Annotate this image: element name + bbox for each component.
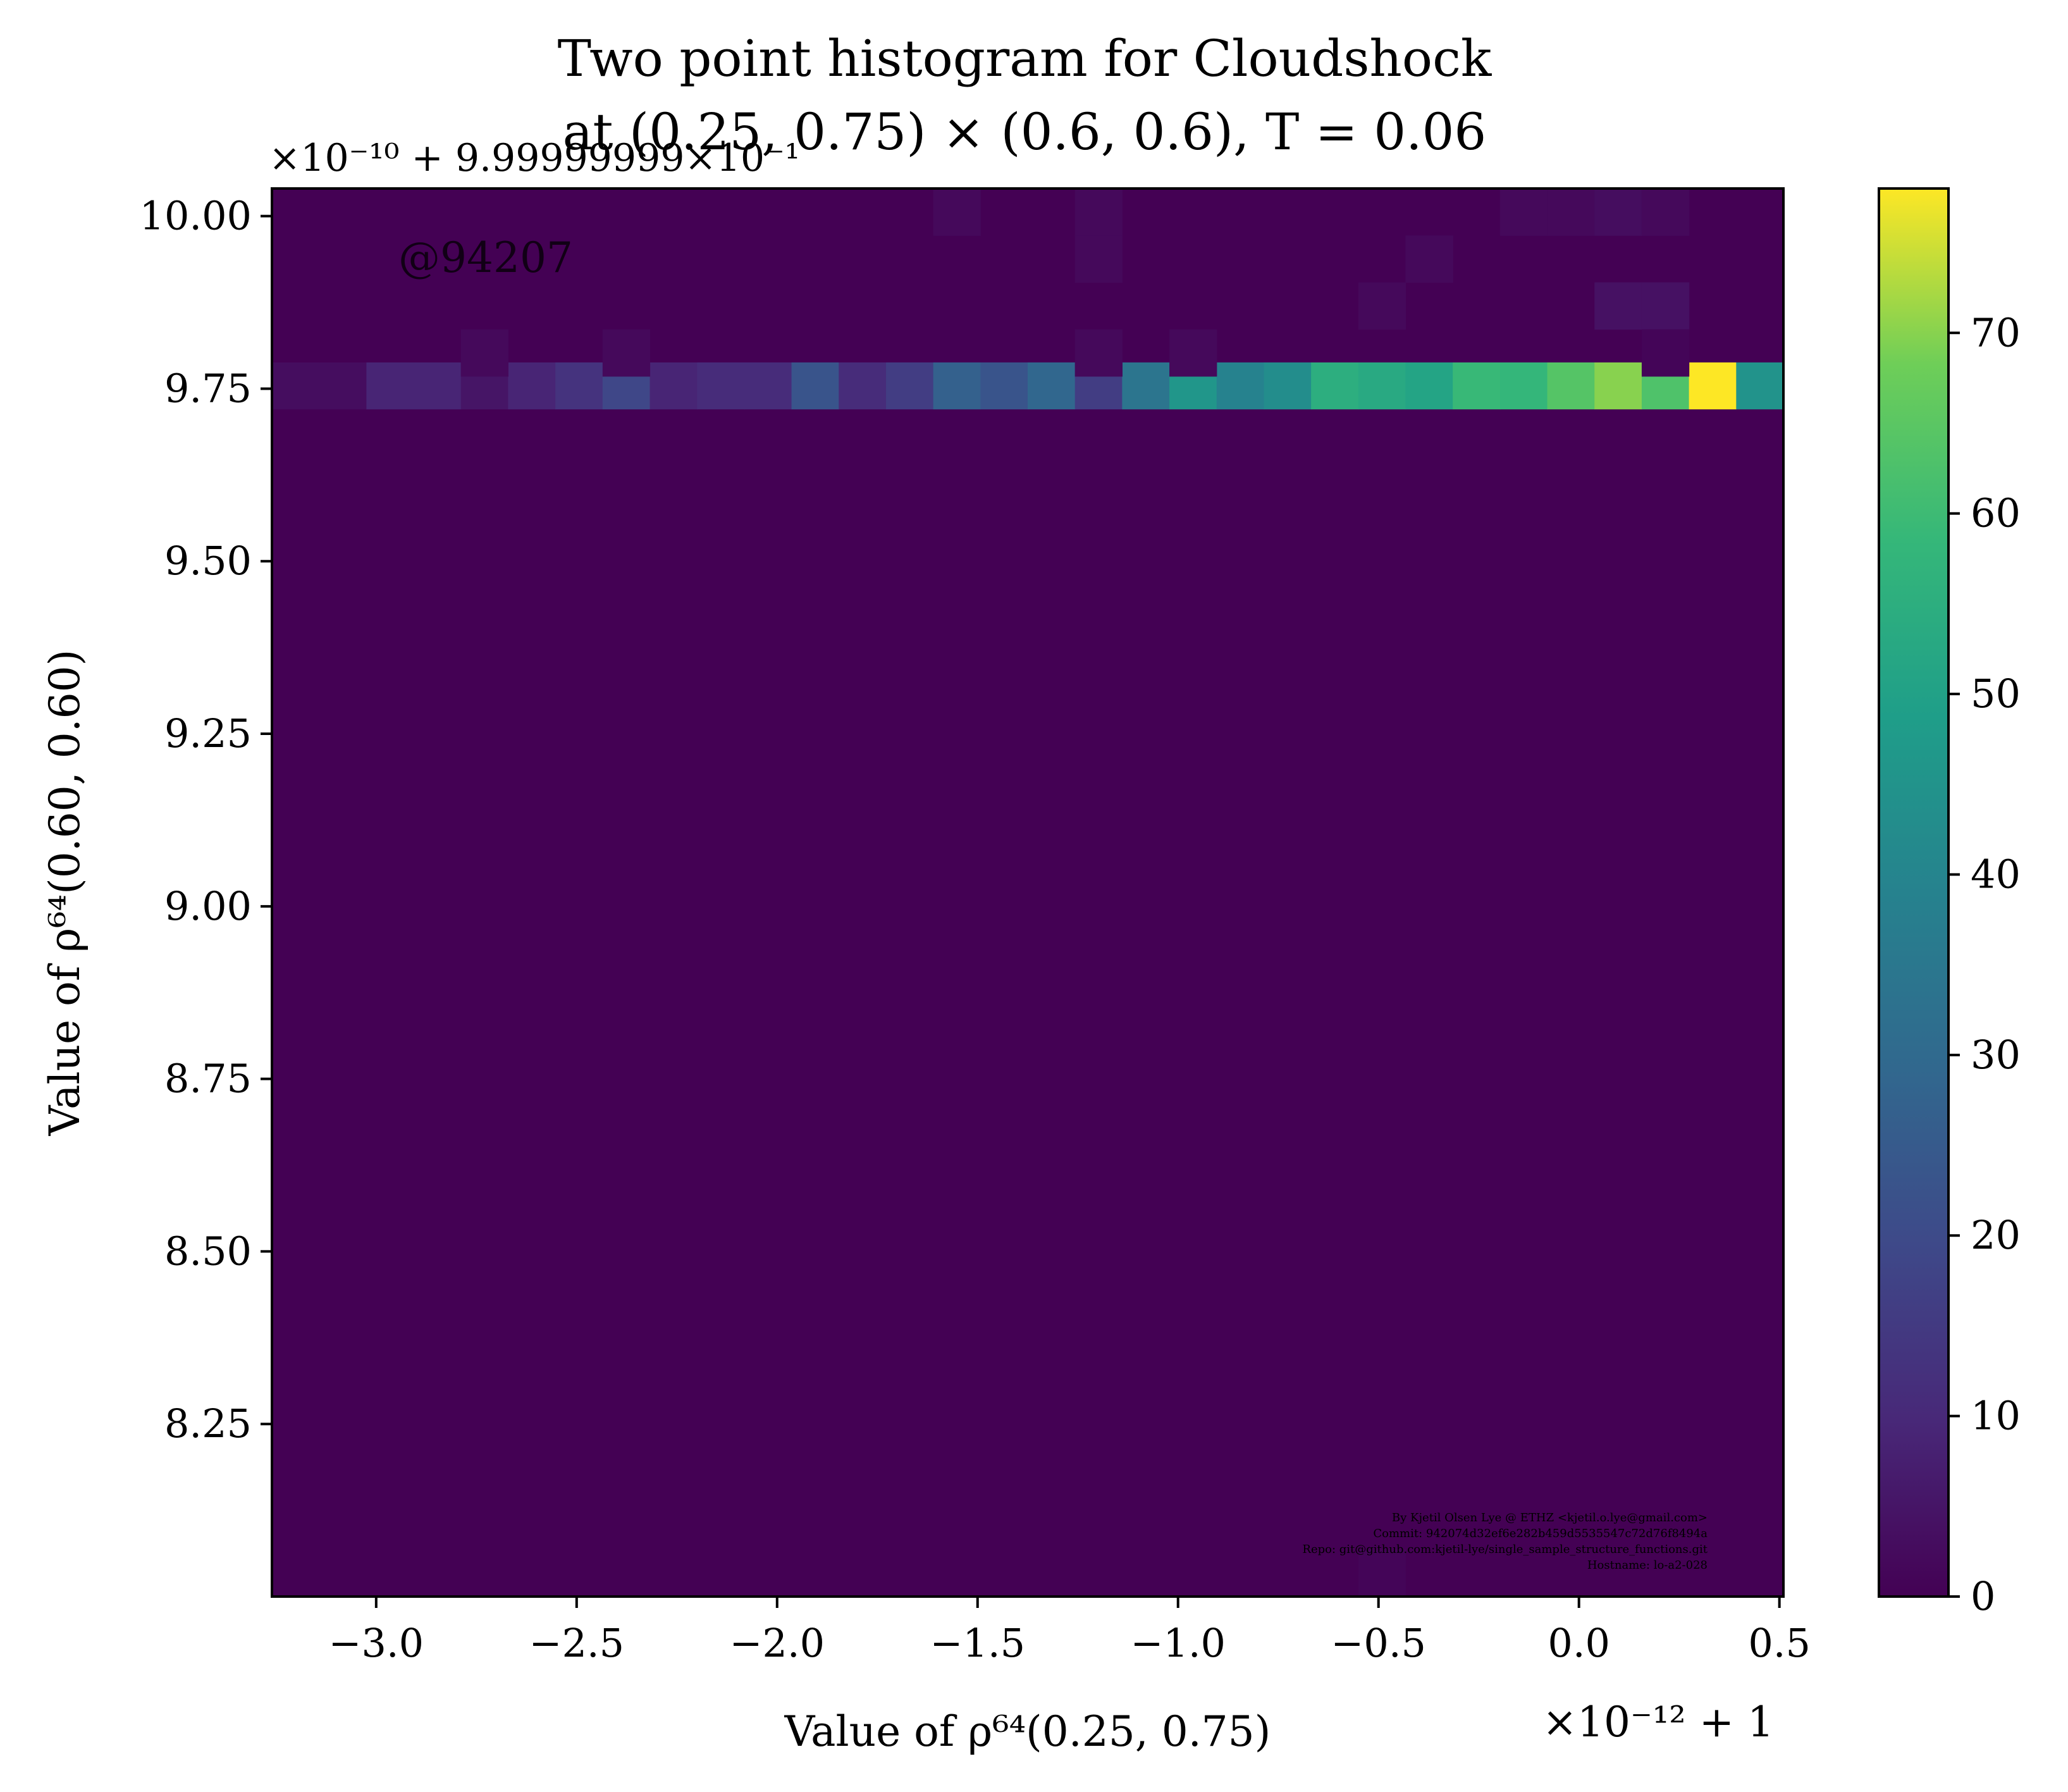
credit-line: Hostname: lo-a2-028 [1587, 1559, 1708, 1572]
histogram-cell [1405, 362, 1453, 410]
histogram-cell [980, 362, 1028, 410]
histogram-cell [1311, 362, 1359, 410]
colorbar-tick-label: 60 [1971, 490, 2021, 536]
credits-block: By Kjetil Olsen Lye @ ETHZ <kjetil.o.lye… [1302, 1511, 1708, 1572]
histogram-cell [1358, 362, 1406, 410]
x-tick-label: −3.0 [329, 1620, 424, 1666]
colorbar: 0 10 20 30 40 50 60 70 [1878, 187, 2021, 1619]
y-axis: 8.25 8.50 8.75 9.00 9.25 9.50 9.75 10.00 [140, 193, 272, 1447]
histogram-cell [1547, 362, 1595, 410]
histogram-cell [1499, 362, 1548, 410]
histogram-cell [414, 362, 462, 410]
histogram-cell [272, 362, 320, 410]
histogram-cells [272, 188, 1784, 1597]
colorbar-gradient [1878, 187, 1950, 1598]
histogram-cell [1264, 362, 1312, 410]
histogram-cell [1594, 362, 1642, 410]
y-tick-label: 8.50 [164, 1228, 252, 1274]
histogram-cell [1169, 329, 1217, 377]
histogram-cell [460, 329, 509, 377]
histogram-cell [1405, 235, 1453, 283]
histogram-cell [1594, 282, 1642, 330]
colorbar-tick-label: 70 [1971, 309, 2021, 355]
x-axis: −3.0 −2.5 −2.0 −1.5 −1.0 −0.5 0.0 0.5 [329, 1597, 1811, 1666]
colorbar-tick-label: 0 [1971, 1573, 1995, 1619]
y-tick-label: 9.00 [164, 883, 252, 929]
credit-line: By Kjetil Olsen Lye @ ETHZ <kjetil.o.lye… [1392, 1511, 1708, 1524]
histogram-cell [1641, 329, 1690, 377]
histogram-cell [1074, 235, 1123, 283]
x-axis-label: Value of ρ⁶⁴(0.25, 0.75) [784, 1707, 1271, 1756]
histogram-cell [1641, 188, 1690, 236]
x-tick-label: 0.5 [1748, 1620, 1811, 1666]
histogram-cell [933, 362, 981, 410]
histogram-cell [1594, 188, 1642, 236]
credit-line: Commit: 942074d32ef6e282b459d5535547c72d… [1373, 1527, 1708, 1540]
histogram-cell [555, 362, 603, 410]
x-tick-label: −2.0 [729, 1620, 825, 1666]
colorbar-ticks: 0 10 20 30 40 50 60 70 [1948, 309, 2021, 1619]
histogram-cell [839, 362, 887, 410]
histogram-cell [1216, 362, 1265, 410]
watermark: @94207 [398, 233, 573, 282]
histogram-cell [649, 362, 698, 410]
histogram-cell [697, 362, 745, 410]
y-tick-label: 9.50 [164, 538, 252, 584]
histogram-cell [508, 362, 556, 410]
y-tick-label: 9.25 [164, 710, 252, 757]
x-offset-label: ×10⁻¹² + 1 [1542, 1698, 1774, 1746]
histogram-cell [744, 362, 792, 410]
histogram-cell [791, 362, 839, 410]
histogram-cell [1641, 282, 1690, 330]
y-tick-label: 9.75 [164, 365, 252, 411]
x-tick-label: −2.5 [529, 1620, 625, 1666]
plot-frame [271, 187, 1785, 1598]
histogram-cell [1499, 188, 1548, 236]
colorbar-tick-label: 50 [1971, 670, 2021, 717]
histogram-cell [1074, 188, 1123, 236]
histogram-cell [1074, 329, 1123, 377]
y-tick-label: 8.75 [164, 1056, 252, 1102]
credit-line: Repo: git@github.com:kjetil-lye/single_s… [1302, 1543, 1708, 1556]
plot-background [272, 188, 1783, 1597]
histogram-cell [1358, 1549, 1406, 1597]
x-tick-label: −0.5 [1331, 1620, 1426, 1666]
histogram-cell [1736, 362, 1784, 410]
histogram-cell [1689, 362, 1737, 410]
histogram-cell [885, 362, 934, 410]
y-tick-label: 10.00 [140, 193, 252, 239]
y-offset-label: ×10⁻¹⁰ + 9.99999999×10⁻¹ [269, 136, 800, 180]
histogram-cell [1122, 362, 1170, 410]
histogram-cell [366, 362, 414, 410]
histogram-cell [1547, 188, 1595, 236]
histogram-cell [933, 188, 981, 236]
colorbar-tick-label: 30 [1971, 1032, 2021, 1078]
histogram-cell [1028, 362, 1076, 410]
chart-title-line2: at (0.25, 0.75) × (0.6, 0.6), T = 0.06 [563, 102, 1487, 161]
x-tick-label: 0.0 [1548, 1620, 1610, 1666]
x-tick-label: −1.5 [930, 1620, 1025, 1666]
colorbar-tick-label: 20 [1971, 1212, 2021, 1258]
histogram-cell [602, 329, 651, 377]
colorbar-tick-label: 10 [1971, 1393, 2021, 1439]
plot-area: @94207 By Kjetil Olsen Lye @ ETHZ <kjeti… [271, 187, 1785, 1598]
histogram-cell [1453, 362, 1501, 410]
x-tick-label: −1.0 [1130, 1620, 1226, 1666]
chart-title-line1: Two point histogram for Cloudshock [558, 29, 1493, 88]
y-axis-label: Value of ρ⁶⁴(0.60, 0.60) [40, 650, 89, 1137]
histogram-cell [319, 362, 367, 410]
histogram-cell [1358, 282, 1406, 330]
colorbar-tick-label: 40 [1971, 851, 2021, 897]
y-tick-label: 8.25 [164, 1400, 252, 1447]
